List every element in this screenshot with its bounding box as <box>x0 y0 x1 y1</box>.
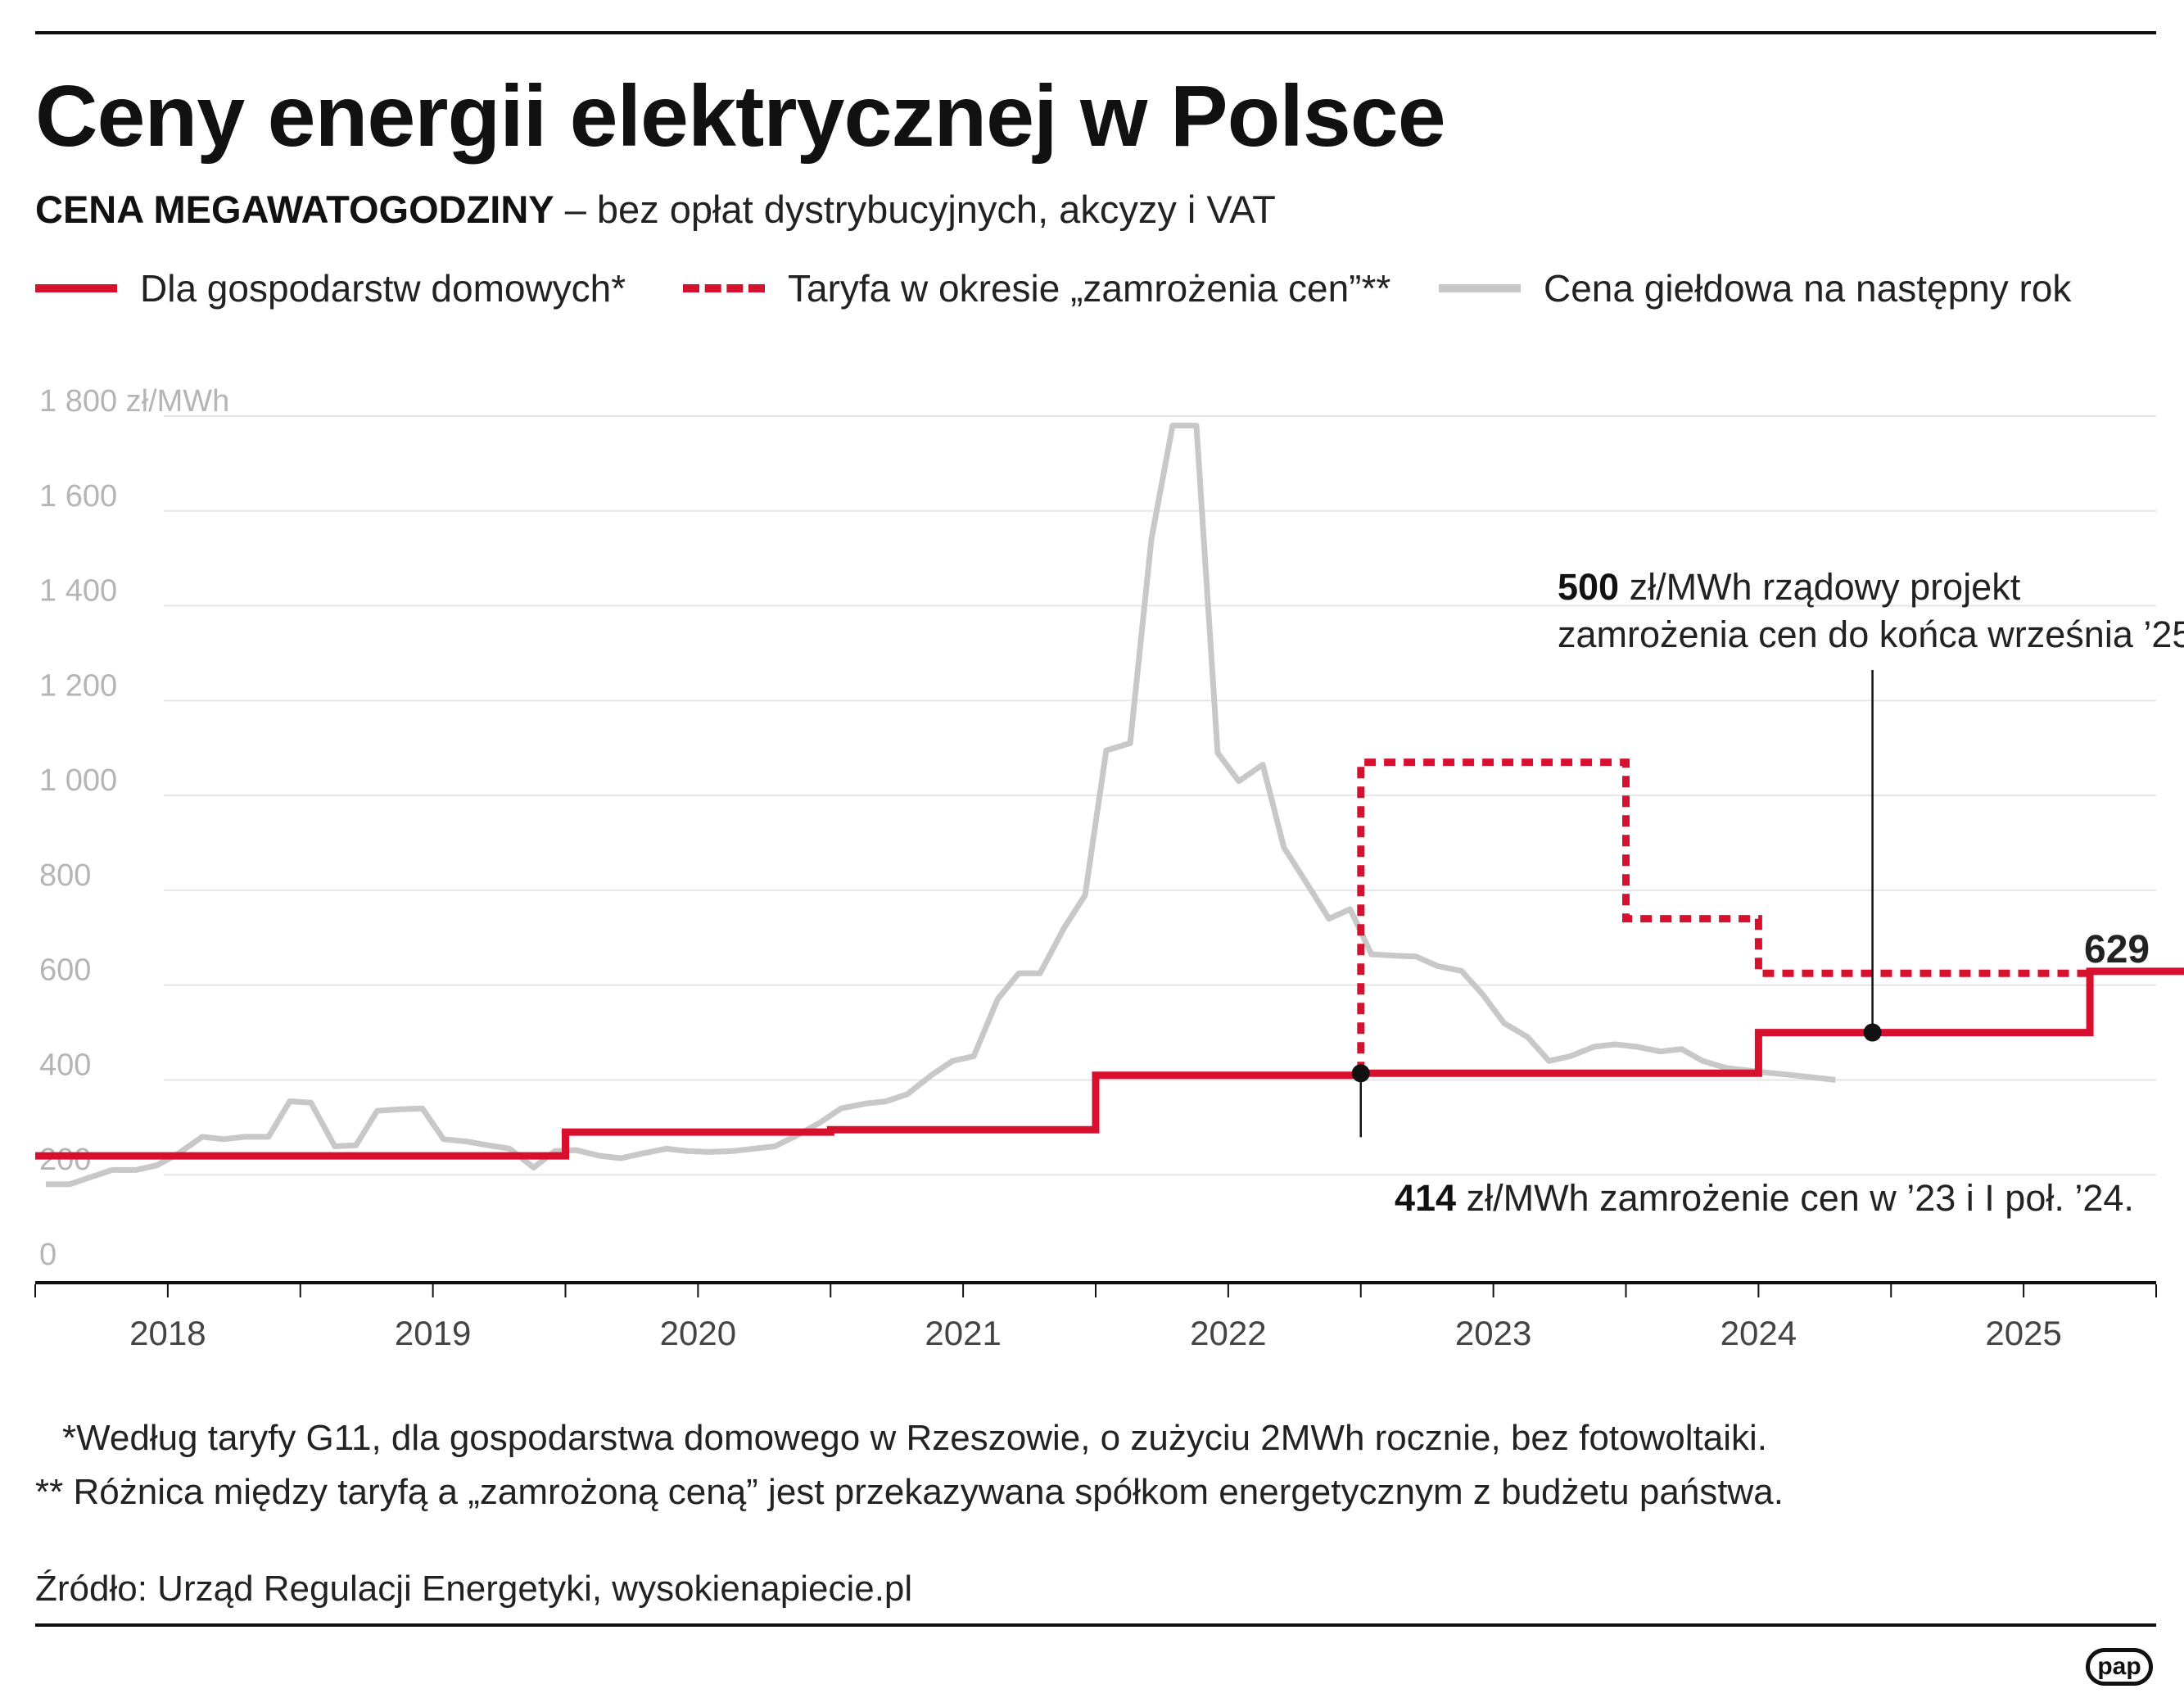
subtitle-rest: – bez opłat dystrybucyjnych, akcyzy i VA… <box>554 188 1276 231</box>
annotation-629-value: 629 <box>2084 928 2150 971</box>
y-tick-label: 800 <box>39 858 91 893</box>
x-tick-label: 2024 <box>1721 1314 1797 1352</box>
legend-label-tariff: Taryfa w okresie „zamrożenia cen”** <box>788 267 1391 310</box>
chart-svg: 0 200 400 600 800 1 000 1 200 1 400 1 600 1 800 z… <box>34 384 2184 1352</box>
legend-swatch-solid <box>35 284 117 292</box>
series-line-households <box>35 967 2184 1160</box>
legend-item-exchange: Cena giełdowa na następny rok <box>1439 264 2071 313</box>
footnote-2: ** Różnica między taryfą a „zamrożoną ce… <box>35 1472 1784 1512</box>
series-line-tariff <box>1357 758 2091 1074</box>
page-title: Ceny energii elektrycznej w Polsce <box>35 68 1446 165</box>
annotation-500-marker <box>1863 1023 1882 1042</box>
annotation-500: 500 zł/MWh rządowy projekt zamrożenia ce… <box>1558 564 2184 659</box>
legend-swatch-dashed <box>683 284 765 292</box>
annotation-629: 629 <box>2084 926 2150 974</box>
y-tick-label: 1 600 <box>39 479 117 514</box>
bottom-rule <box>35 1623 2156 1627</box>
y-tick-label: 600 <box>39 953 91 988</box>
legend-label-exchange: Cena giełdowa na następny rok <box>1544 267 2072 310</box>
legend-swatch-grey <box>1439 284 1521 292</box>
x-tick-label: 2018 <box>129 1314 206 1352</box>
x-tick-label: 2020 <box>660 1314 736 1352</box>
x-tick-label: 2025 <box>1985 1314 2061 1352</box>
x-tick-label: 2019 <box>395 1314 471 1352</box>
y-tick-label: 1 200 <box>39 668 117 703</box>
top-rule <box>35 31 2156 34</box>
footnote-1: *Według taryfy G11, dla gospodarstwa dom… <box>62 1418 1767 1458</box>
chart-area: 0 200 400 600 800 1 000 1 200 1 400 1 600 1 800 z… <box>0 360 2184 1421</box>
annotation-500-line2: zamrożenia cen do końca września ’25. <box>1558 614 2184 655</box>
legend-item-households: Dla gospodarstw domowych* <box>35 264 626 313</box>
source-note: Źródło: Urząd Regulacji Energetyki, wyso… <box>35 1569 913 1609</box>
y-tick-label: 1 000 <box>39 763 117 798</box>
annotation-500-value: 500 <box>1558 566 1620 608</box>
subtitle-bold: CENA MEGAWATOGODZINY <box>35 188 554 231</box>
annotation-414-marker <box>1351 1064 1370 1083</box>
annotation-414: 414 zł/MWh zamrożenie cen w ’23 i I poł.… <box>1395 1175 2134 1222</box>
annotation-414-text: zł/MWh zamrożenie cen w ’23 i I poł. ’24… <box>1456 1177 2134 1219</box>
pap-logo: pap <box>2086 1648 2153 1686</box>
y-tick-label: 1 400 <box>39 574 117 609</box>
legend-label-households: Dla gospodarstw domowych* <box>140 267 626 310</box>
y-tick-label: 0 <box>39 1238 57 1272</box>
x-tick-label: 2023 <box>1455 1314 1531 1352</box>
y-tick-label: 1 800 zł/MWh <box>39 384 229 419</box>
subtitle: CENA MEGAWATOGODZINY – bez opłat dystryb… <box>35 187 1276 232</box>
y-tick-label: 400 <box>39 1048 91 1082</box>
annotation-500-line1: zł/MWh rządowy projekt <box>1619 566 2021 608</box>
x-tick-label: 2022 <box>1190 1314 1266 1352</box>
x-tick-label: 2021 <box>925 1314 1001 1352</box>
annotation-414-value: 414 <box>1395 1177 1457 1219</box>
series-line-exchange <box>45 423 1836 1188</box>
legend-item-tariff: Taryfa w okresie „zamrożenia cen”** <box>683 264 1390 313</box>
y-tick-label: 200 <box>39 1143 91 1177</box>
